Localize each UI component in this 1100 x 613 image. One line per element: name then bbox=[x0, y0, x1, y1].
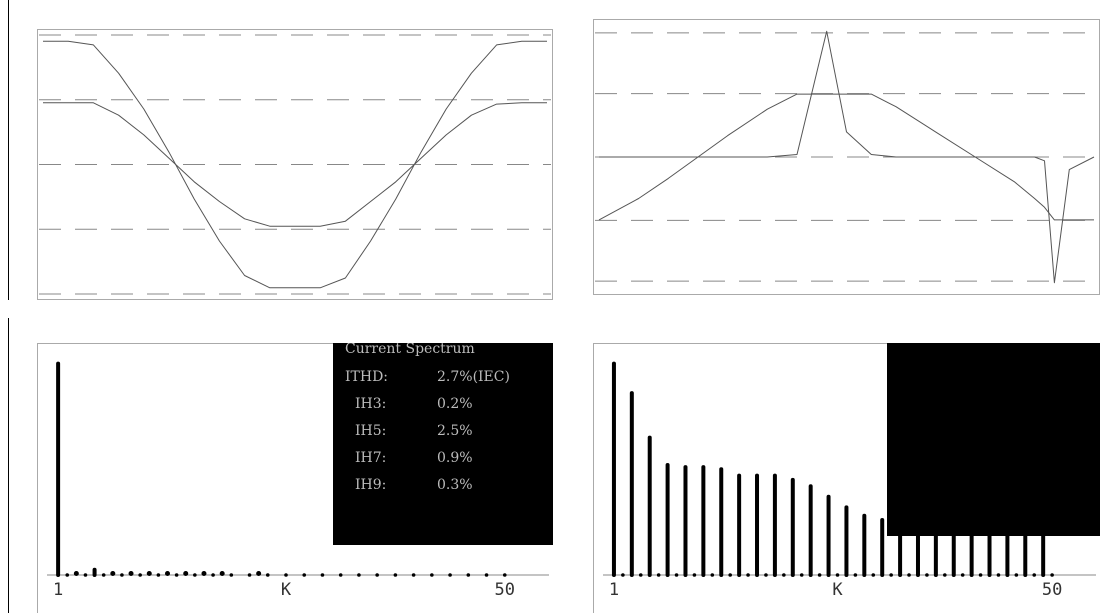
legend-row-value-0: 2.7%(IEC) bbox=[437, 369, 510, 385]
x-tick-label-1: K bbox=[832, 580, 843, 600]
legend-row-label-4: IH9: bbox=[355, 477, 386, 493]
chart-bottom-right-spectrum: 1 K 50 bbox=[593, 343, 1100, 613]
axis-dot-8 bbox=[120, 573, 124, 577]
axis-dot-24 bbox=[817, 573, 822, 577]
axis-dot-38 bbox=[943, 573, 947, 577]
axis-dot-32 bbox=[889, 573, 893, 577]
bar-h15 bbox=[183, 571, 189, 576]
axis-dot-36 bbox=[375, 573, 379, 577]
axis-dot-20 bbox=[229, 573, 234, 577]
axis-dot-4 bbox=[638, 573, 643, 577]
axis-dot-28 bbox=[302, 573, 307, 577]
axis-dot-6 bbox=[101, 573, 106, 577]
legend-row-label-3: IH7: bbox=[355, 450, 386, 466]
axis-dot-10 bbox=[138, 573, 142, 577]
x-tick-label-0: 1 bbox=[609, 580, 619, 600]
x-tick-label-2: 50 bbox=[1042, 580, 1062, 600]
axis-dot-18 bbox=[764, 573, 768, 577]
axis-dot-34 bbox=[907, 573, 911, 577]
axis-dot-44 bbox=[996, 573, 1001, 577]
legend-row-label-0: ITHD: bbox=[345, 369, 388, 385]
axis-dot-26 bbox=[835, 573, 840, 577]
axis-dot-12 bbox=[710, 573, 715, 577]
legend-box bbox=[887, 343, 1100, 536]
axis-dot-48 bbox=[484, 573, 489, 577]
axis-dot-26 bbox=[284, 573, 288, 577]
series-line-1 bbox=[43, 40, 547, 289]
axis-dot-6 bbox=[656, 573, 661, 577]
legend-row-label-1: IH3: bbox=[355, 396, 386, 412]
axis-dot-46 bbox=[466, 573, 471, 577]
axis-dot-12 bbox=[156, 573, 161, 577]
axis-dot-2 bbox=[621, 573, 625, 577]
legend-row-value-4: 0.3% bbox=[437, 477, 473, 493]
axis-dot-44 bbox=[448, 573, 452, 577]
axis-dot-30 bbox=[871, 573, 876, 577]
axis-dot-2 bbox=[65, 573, 70, 577]
axis-dot-28 bbox=[853, 573, 858, 577]
bar-h7 bbox=[110, 571, 116, 576]
series-line-2 bbox=[43, 102, 547, 227]
x-tick-label-2: 50 bbox=[495, 580, 515, 600]
axis-dot-32 bbox=[338, 573, 343, 577]
legend-row-value-1: 0.2% bbox=[437, 396, 473, 412]
axis-dot-22 bbox=[799, 573, 804, 577]
left-divider-bottom bbox=[8, 318, 9, 613]
axis-dot-42 bbox=[430, 573, 434, 577]
axis-dot-14 bbox=[728, 573, 732, 577]
legend-row-value-3: 0.9% bbox=[437, 450, 473, 466]
legend-row-label-2: IH5: bbox=[355, 423, 386, 439]
bar-h19 bbox=[219, 571, 225, 576]
bar-h23 bbox=[256, 571, 262, 576]
axis-dot-46 bbox=[1014, 573, 1019, 577]
bar-h9 bbox=[128, 571, 134, 576]
axis-dot-36 bbox=[925, 573, 929, 577]
axis-dot-20 bbox=[782, 573, 786, 577]
axis-dot-22 bbox=[247, 573, 252, 577]
x-tick-label-0: 1 bbox=[53, 580, 63, 600]
axis-dot-16 bbox=[746, 573, 750, 577]
legend-box bbox=[333, 343, 553, 545]
axis-dot-50 bbox=[1050, 573, 1054, 577]
bar-h3 bbox=[73, 571, 79, 576]
chart-top-right-waveforms bbox=[593, 19, 1100, 295]
chart-top-left-waveforms bbox=[37, 29, 553, 300]
axis-dot-48 bbox=[1032, 573, 1037, 577]
axis-dot-8 bbox=[674, 573, 679, 577]
legend-title: Current Spectrum bbox=[345, 343, 475, 357]
left-divider-top bbox=[8, 0, 9, 300]
axis-dot-14 bbox=[174, 573, 179, 577]
axis-dot-4 bbox=[83, 573, 88, 577]
axis-dot-16 bbox=[193, 573, 197, 577]
plot-frame bbox=[37, 29, 553, 300]
axis-dot-18 bbox=[211, 573, 215, 577]
bar-h17 bbox=[201, 571, 207, 576]
axis-dot-34 bbox=[357, 573, 361, 577]
chart-bottom-left-spectrum: 1 K 50 Current Spectrum ITHD: 2.7%(IEC) IH3: 0.… bbox=[37, 343, 553, 613]
legend-row-value-2: 2.5% bbox=[437, 423, 473, 439]
axis-dot-50 bbox=[502, 573, 507, 577]
axis-dot-30 bbox=[320, 573, 325, 577]
axis-dot-40 bbox=[960, 573, 965, 577]
bar-h13 bbox=[165, 571, 170, 576]
axis-dot-38 bbox=[393, 573, 398, 577]
series-line-2 bbox=[599, 30, 1095, 284]
axis-dot-40 bbox=[411, 573, 416, 577]
axis-dot-24 bbox=[265, 573, 270, 577]
axis-dot-42 bbox=[978, 573, 983, 577]
axis-dot-10 bbox=[692, 573, 697, 577]
bar-h11 bbox=[146, 571, 152, 576]
x-tick-label-1: K bbox=[281, 580, 292, 600]
